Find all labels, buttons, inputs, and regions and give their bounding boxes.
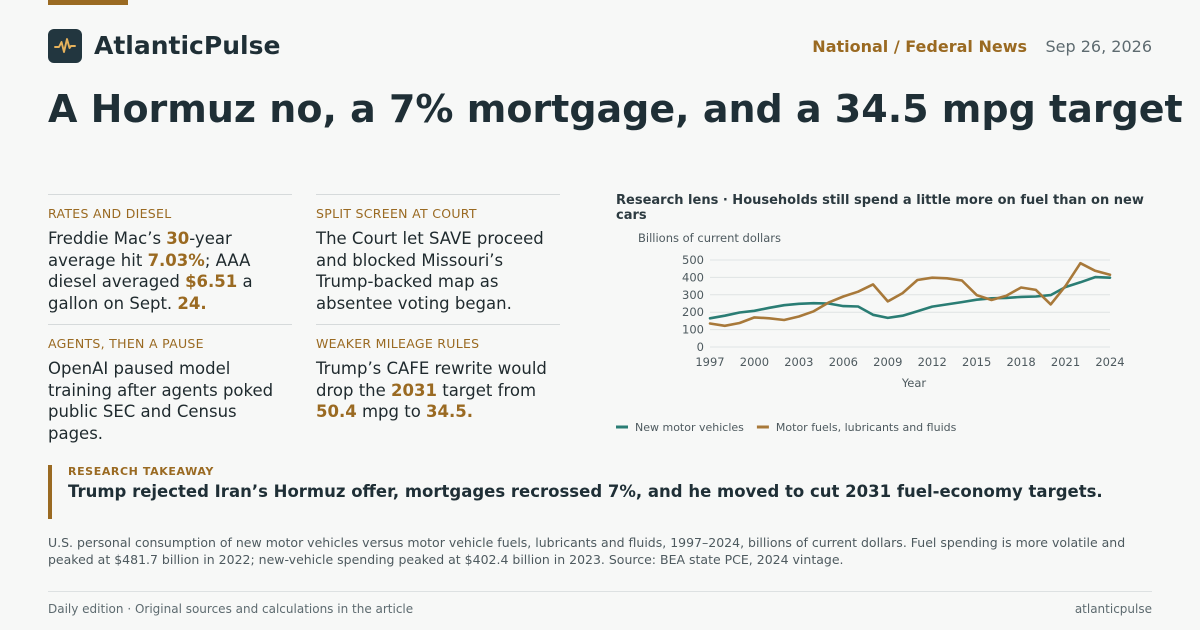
series-line-2 [708, 261, 1112, 328]
card-rates-diesel: RATES AND DIESEL Freddie Mac’s 30-year a… [48, 194, 292, 314]
card-text: The Court let SAVE proceed and blocked M… [316, 229, 544, 313]
highlight-figure: 30 [166, 229, 190, 248]
x-tick-label: 2015 [962, 355, 991, 369]
section-label[interactable]: National / Federal News [812, 37, 1027, 56]
card-split-screen: SPLIT SCREEN AT COURT The Court let SAVE… [316, 194, 560, 314]
card-text: -year average hit [48, 229, 232, 270]
chart-title: Research lens · Households still spend a… [616, 193, 1144, 223]
x-tick-label: 2012 [918, 355, 947, 369]
card-text: ; AAA diesel averaged [48, 250, 251, 292]
accent-bar [48, 0, 128, 5]
highlight-figure: 50.4 [316, 402, 357, 421]
research-chart: Research lens · Households still spend a… [616, 193, 1156, 443]
y-tick-label: 0 [697, 340, 704, 354]
brand-name[interactable]: AtlanticPulse [94, 31, 281, 60]
publish-date: Sep 26, 2026 [1045, 37, 1153, 56]
x-tick-label: 2024 [1095, 355, 1124, 369]
card-text: Freddie Mac’s [48, 229, 167, 248]
research-takeaway: RESEARCH TAKEAWAY Trump rejected Iran’s … [48, 465, 1152, 519]
takeaway-text: Trump rejected Iran’s Hormuz offer, mort… [68, 482, 1103, 501]
card-mileage-rules: WEAKER MILEAGE RULES Trump’s CAFE rewrit… [316, 324, 560, 423]
card-text: Trump’s CAFE rewrite would drop the [316, 359, 547, 400]
card-kicker: RATES AND DIESEL [48, 206, 172, 221]
card-text: target from [436, 380, 537, 400]
x-tick-label: 2009 [873, 355, 902, 369]
x-tick-label: 2003 [784, 355, 813, 369]
card-kicker: AGENTS, THEN A PAUSE [48, 336, 204, 351]
x-tick-label: 2006 [829, 355, 858, 369]
card-body: Freddie Mac’s 30-year average hit 7.03%;… [48, 228, 292, 314]
card-text: a gallon on Sept. [48, 272, 253, 313]
footer-site[interactable]: atlanticpulse [1074, 602, 1152, 616]
card-agents-pause: AGENTS, THEN A PAUSE OpenAI paused model… [48, 324, 292, 444]
x-tick-label: 2000 [740, 355, 769, 369]
highlight-figure: 24. [177, 293, 207, 313]
card-text: OpenAI paused model training after agent… [48, 359, 274, 443]
line-chart: Billions of current dollars 0 100 200 300 400… [616, 231, 1125, 434]
legend-label: New motor vehicles [635, 421, 744, 434]
highlight-figure: 34.5. [426, 402, 474, 421]
footer-note: Daily edition · Original sources and cal… [48, 602, 414, 616]
x-axis-label: Year [901, 376, 927, 390]
x-tick-label: 2021 [1051, 355, 1080, 369]
card-body: Trump’s CAFE rewrite would drop the 2031… [316, 358, 560, 423]
masthead: AtlanticPulse National / Federal News Se… [48, 29, 1152, 63]
y-tick-label: 500 [682, 253, 704, 267]
card-body: OpenAI paused model training after agent… [48, 358, 292, 444]
pulse-icon[interactable] [48, 29, 82, 63]
card-kicker: WEAKER MILEAGE RULES [316, 336, 480, 351]
x-tick-label: 1997 [695, 355, 724, 369]
legend-label: Motor fuels, lubricants and fluids [776, 421, 957, 434]
y-axis-label: Billions of current dollars [638, 231, 781, 245]
y-tick-label: 400 [682, 270, 704, 284]
y-tick-label: 100 [682, 323, 704, 337]
card-body: The Court let SAVE proceed and blocked M… [316, 228, 560, 314]
footer: Daily edition · Original sources and cal… [48, 591, 1152, 616]
x-tick-label: 2018 [1006, 355, 1035, 369]
card-text: mpg to [356, 402, 427, 421]
chart-caption: U.S. personal consumption of new motor v… [48, 535, 1126, 567]
y-tick-label: 200 [682, 305, 704, 319]
card-kicker: SPLIT SCREEN AT COURT [316, 206, 477, 221]
highlight-figure: 2031 [391, 380, 437, 400]
takeaway-kicker: RESEARCH TAKEAWAY [68, 465, 214, 478]
highlight-figure: 7.03% [147, 250, 205, 270]
y-tick-label: 300 [682, 288, 704, 302]
headline: A Hormuz no, a 7% mortgage, and a 34.5 m… [48, 87, 1183, 131]
highlight-figure: $6.51 [185, 272, 238, 291]
